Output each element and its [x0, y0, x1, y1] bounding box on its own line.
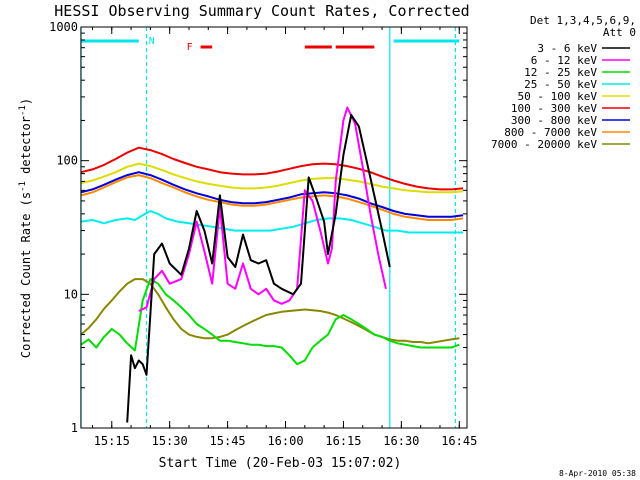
- legend-label-50-100-kev: 50 - 100 keV: [518, 90, 598, 103]
- x-tick-label: 15:30: [152, 434, 188, 448]
- y-tick-label: 1000: [49, 20, 78, 34]
- legend-label-100-300-kev: 100 - 300 keV: [511, 102, 597, 115]
- y-axis-label: Corrected Count Rate (s-1 detector-1): [18, 98, 33, 358]
- legend-label-7000-20000-kev: 7000 - 20000 keV: [491, 138, 597, 151]
- y-tick-label: 1: [71, 421, 78, 435]
- legend-label-3-6-kev: 3 - 6 keV: [537, 42, 597, 55]
- series-line-300-800-kev: [80, 171, 464, 218]
- legend-header-line1: Det 1,3,4,5,6,9,: [530, 14, 636, 27]
- series-line-3-6-kev: [126, 113, 391, 423]
- series-line-100-300-kev: [80, 146, 464, 191]
- legend-label-25-50-kev: 25 - 50 keV: [524, 78, 597, 91]
- timestamp: 8-Apr-2010 05:38: [559, 469, 636, 478]
- series-line-25-50-kev: [80, 210, 464, 234]
- x-tick-label: 16:45: [441, 434, 477, 448]
- legend-label-300-800-kev: 300 - 800 keV: [511, 114, 597, 127]
- series-line-50-100-kev: [80, 162, 464, 194]
- flare-flag-label: F: [187, 42, 193, 53]
- x-axis-label: Start Time (20-Feb-03 15:07:02): [159, 456, 402, 471]
- series-line-12-25-kev: [80, 278, 460, 366]
- chart-title: HESSI Observing Summary Count Rates, Cor…: [54, 2, 469, 20]
- y-tick-label: 10: [64, 287, 78, 301]
- legend-header-line2: Att 0: [603, 26, 636, 39]
- legend-label-12-25-kev: 12 - 25 keV: [524, 66, 597, 79]
- x-tick-label: 15:15: [94, 434, 130, 448]
- series-line-7000-20000-kev: [80, 278, 460, 345]
- x-tick-label: 15:45: [210, 434, 246, 448]
- night-flag-label: N: [149, 36, 155, 47]
- series-line-800-7000-kev: [80, 174, 464, 221]
- x-tick-label: 16:15: [325, 434, 361, 448]
- plot-frame: [80, 26, 468, 429]
- x-tick-label: 16:00: [267, 434, 303, 448]
- series-line-6-12-kev: [138, 106, 387, 312]
- legend-label-6-12-kev: 6 - 12 keV: [531, 54, 598, 67]
- y-tick-label: 100: [56, 154, 78, 168]
- legend-label-800-7000-kev: 800 - 7000 keV: [504, 126, 597, 139]
- x-tick-label: 16:30: [383, 434, 419, 448]
